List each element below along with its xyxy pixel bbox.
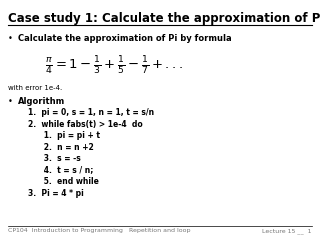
Text: 3.  s = -s: 3. s = -s [28,154,81,163]
Text: 4.  t = s / n;: 4. t = s / n; [28,166,93,174]
Text: Algorithm: Algorithm [18,97,65,106]
Text: •: • [8,97,13,106]
Text: •: • [8,34,13,43]
Text: 1.  pi = 0, s = 1, n = 1, t = s/n: 1. pi = 0, s = 1, n = 1, t = s/n [28,108,154,117]
Text: 2.  n = n +2: 2. n = n +2 [28,143,94,151]
Text: Case study 1: Calculate the approximation of Pi: Case study 1: Calculate the approximatio… [8,12,320,25]
Text: 1.  pi = pi + t: 1. pi = pi + t [28,131,100,140]
Text: $\frac{\pi}{4} = 1 - \frac{1}{3} + \frac{1}{5} - \frac{1}{7} + ...$: $\frac{\pi}{4} = 1 - \frac{1}{3} + \frac… [45,55,183,77]
Text: Repetition and loop: Repetition and loop [129,228,191,233]
Text: with error 1e-4.: with error 1e-4. [8,85,62,91]
Text: Calculate the approximation of Pi by formula: Calculate the approximation of Pi by for… [18,34,232,43]
Text: 2.  while fabs(t) > 1e-4  do: 2. while fabs(t) > 1e-4 do [28,120,143,128]
Text: Lecture 15 __  1: Lecture 15 __ 1 [262,228,312,234]
Text: 3.  Pi = 4 * pi: 3. Pi = 4 * pi [28,188,84,198]
Text: 5.  end while: 5. end while [28,177,99,186]
Text: CP104  Introduction to Programming: CP104 Introduction to Programming [8,228,123,233]
